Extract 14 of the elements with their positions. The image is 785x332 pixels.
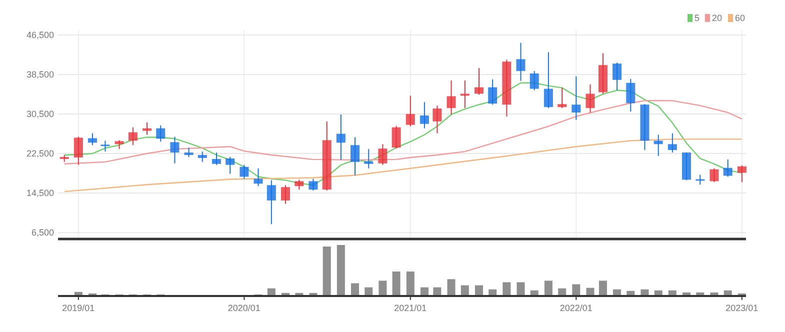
legend-label: 20 — [712, 13, 722, 24]
y-tick-label: 6,500 — [31, 228, 54, 238]
x-tick-label: 2020/01 — [228, 303, 260, 313]
x-tick-label: 2021/01 — [394, 303, 427, 313]
y-tick-label: 30,500 — [26, 109, 54, 120]
y-tick-label: 46,500 — [26, 30, 54, 40]
legend-label: 5 — [694, 13, 700, 24]
legend-label: 60 — [735, 13, 746, 24]
y-tick-label: 38,500 — [26, 70, 54, 80]
x-tick-label: 2022/01 — [560, 303, 592, 313]
y-tick-label: 22,500 — [26, 148, 54, 159]
x-tick-label: 2023/01 — [726, 303, 758, 313]
y-tick-label: 14,500 — [26, 188, 54, 198]
x-tick-label: 2019/01 — [62, 303, 95, 313]
